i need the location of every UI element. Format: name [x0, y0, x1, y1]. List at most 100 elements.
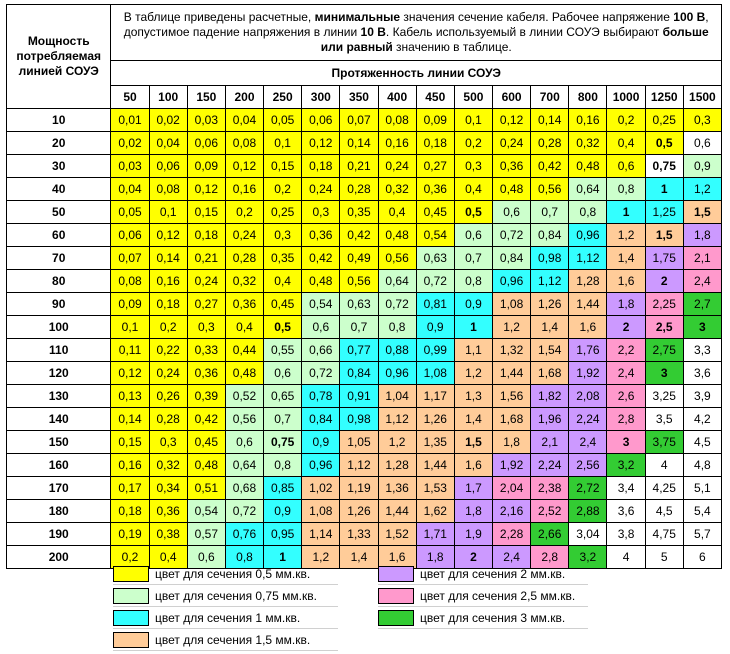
value-cell: 0,78 — [301, 384, 341, 408]
value-cell: 0,08 — [148, 177, 188, 201]
value-cell: 4,25 — [644, 476, 684, 500]
power-cell: 120 — [5, 361, 112, 385]
value-cell: 1,8 — [682, 223, 723, 247]
value-cell: 0,48 — [377, 223, 417, 247]
value-cell: 2,24 — [530, 453, 570, 477]
value-cell: 0,01 — [110, 108, 150, 132]
legend-item: цвет для сечения 2 мм.кв. — [378, 563, 588, 585]
value-cell: 0,36 — [186, 361, 226, 385]
value-cell: 1,05 — [339, 430, 379, 454]
value-cell: 0,77 — [339, 338, 379, 362]
value-cell: 0,04 — [110, 177, 150, 201]
value-cell: 0,16 — [224, 177, 265, 201]
legend-label: цвет для сечения 3 мм.кв. — [420, 610, 566, 625]
value-cell: 0,2 — [110, 545, 150, 569]
table-row: 90 0,09 0,18 0,27 0,36 0,45 0,54 0,63 0,72 0,81 0,… — [5, 292, 723, 316]
value-cell: 0,05 — [263, 108, 303, 132]
value-cell: 1,4 — [530, 315, 570, 339]
value-cell: 0,28 — [530, 131, 570, 155]
value-cell: 2,04 — [491, 476, 532, 500]
value-cell: 5,4 — [682, 499, 723, 523]
value-cell: 0,42 — [186, 407, 226, 431]
value-cell: 0,8 — [568, 200, 608, 224]
value-cell: 0,28 — [339, 177, 379, 201]
value-cell: 0,9 — [682, 154, 723, 178]
value-cell: 0,48 — [568, 154, 608, 178]
note-bold-2: 100 В — [673, 10, 706, 24]
value-cell: 1,6 — [377, 545, 417, 569]
value-cell: 1,12 — [377, 407, 417, 431]
value-cell: 0,42 — [339, 223, 379, 247]
value-cell: 0,3 — [453, 154, 494, 178]
value-cell: 0,96 — [377, 361, 417, 385]
value-cell: 0,28 — [148, 407, 188, 431]
value-cell: 0,14 — [339, 131, 379, 155]
value-cell: 0,6 — [606, 154, 646, 178]
value-cell: 0,1 — [110, 315, 150, 339]
value-cell: 0,18 — [301, 154, 341, 178]
value-cell: 0,8 — [263, 453, 303, 477]
value-cell: 1,02 — [301, 476, 341, 500]
length-header-cell: 50 — [110, 85, 150, 109]
value-cell: 2,7 — [682, 292, 723, 316]
value-cell: 0,1 — [148, 200, 188, 224]
power-cell: 20 — [5, 131, 112, 155]
value-cell: 0,24 — [301, 177, 341, 201]
length-header-cell: 100 — [148, 85, 188, 109]
length-header-cell: 1500 — [682, 85, 723, 109]
value-cell: 0,56 — [224, 407, 265, 431]
value-cell: 1,17 — [415, 384, 455, 408]
value-cell: 0,07 — [110, 246, 150, 270]
value-cell: 0,05 — [110, 200, 150, 224]
note-text-4: . Кабель используемый в линии СОУЭ выбир… — [385, 25, 663, 39]
value-cell: 2 — [644, 269, 684, 293]
value-cell: 1,71 — [415, 522, 455, 546]
value-cell: 0,57 — [186, 522, 226, 546]
power-cell: 30 — [5, 154, 112, 178]
value-cell: 0,63 — [339, 292, 379, 316]
value-cell: 0,48 — [491, 177, 532, 201]
legend-left: цвет для сечения 0,5 мм.кв. цвет для сече… — [113, 563, 338, 651]
value-cell: 0,8 — [224, 545, 265, 569]
value-cell: 1 — [453, 315, 494, 339]
note-text-1: В таблице приведены расчетные, — [123, 10, 315, 24]
value-cell: 1,6 — [568, 315, 608, 339]
legend-label: цвет для сечения 1 мм.кв. — [155, 610, 301, 625]
value-cell: 0,4 — [377, 200, 417, 224]
value-cell: 4 — [606, 545, 646, 569]
value-cell: 0,33 — [186, 338, 226, 362]
value-cell: 0,12 — [491, 108, 532, 132]
legend-swatch — [378, 587, 414, 604]
length-header-cell: 500 — [453, 85, 494, 109]
table-row: 60 0,06 0,12 0,18 0,24 0,3 0,36 0,42 0,48 0,54 0,6… — [5, 223, 723, 247]
value-cell: 0,6 — [301, 315, 341, 339]
value-cell: 0,6 — [453, 223, 494, 247]
value-cell: 0,75 — [263, 430, 303, 454]
value-cell: 1,12 — [568, 246, 608, 270]
value-cell: 0,24 — [224, 223, 265, 247]
value-cell: 0,16 — [110, 453, 150, 477]
value-cell: 0,21 — [186, 246, 226, 270]
value-cell: 0,3 — [263, 223, 303, 247]
value-cell: 0,06 — [301, 108, 341, 132]
value-cell: 1,25 — [644, 200, 684, 224]
value-cell: 6 — [682, 545, 723, 569]
value-cell: 0,16 — [568, 108, 608, 132]
value-cell: 0,35 — [339, 200, 379, 224]
value-cell: 1,54 — [530, 338, 570, 362]
value-cell: 0,3 — [682, 108, 723, 132]
value-cell: 5,7 — [682, 522, 723, 546]
power-cell: 170 — [5, 476, 112, 500]
value-cell: 0,49 — [339, 246, 379, 270]
value-cell: 0,06 — [110, 223, 150, 247]
power-cell: 10 — [5, 108, 112, 132]
value-cell: 0,4 — [453, 177, 494, 201]
value-cell: 0,72 — [377, 292, 417, 316]
value-cell: 0,32 — [148, 453, 188, 477]
value-cell: 0,2 — [263, 177, 303, 201]
value-cell: 1,44 — [415, 453, 455, 477]
power-cell: 190 — [5, 522, 112, 546]
power-cell: 40 — [5, 177, 112, 201]
value-cell: 0,39 — [186, 384, 226, 408]
value-cell: 0,96 — [568, 223, 608, 247]
